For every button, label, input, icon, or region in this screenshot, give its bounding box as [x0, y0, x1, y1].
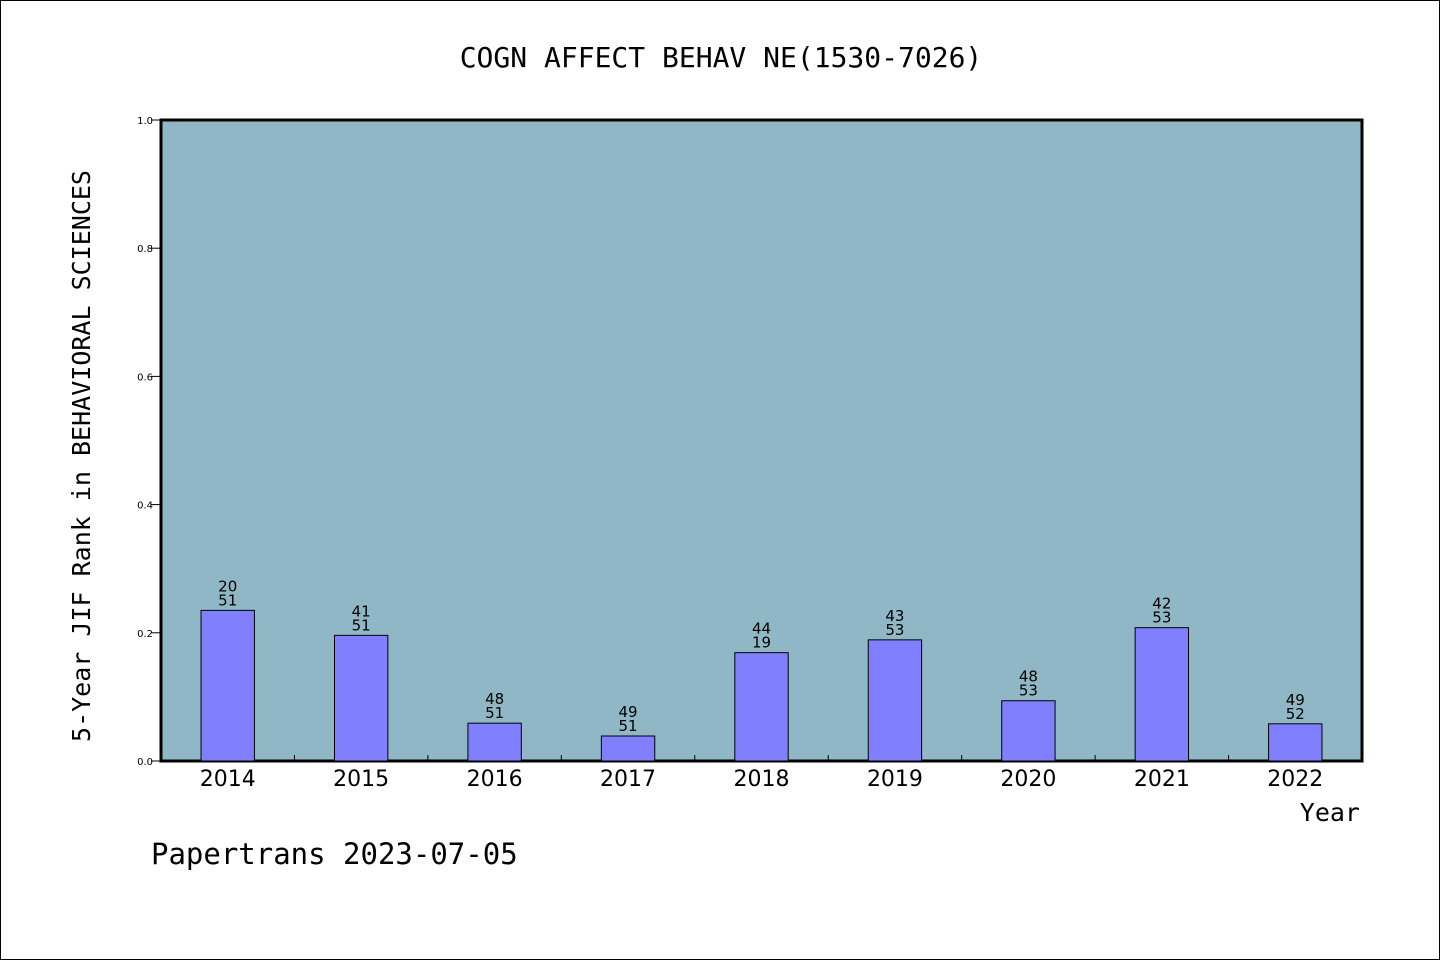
footer-text: Papertrans 2023-07-05 [151, 837, 518, 871]
bar-label-total: 53 [1019, 682, 1038, 700]
bar-2018 [734, 652, 789, 762]
x-axis-label: Year [1300, 798, 1360, 827]
x-tick-label: 2016 [467, 767, 523, 792]
y-tick-label: 0.6 [137, 372, 153, 383]
x-tick-label: 2019 [867, 767, 923, 792]
bar-label-total: 53 [885, 621, 904, 639]
bar-label-total: 52 [1286, 705, 1305, 723]
bar-label-rank: 48 [485, 690, 504, 708]
x-tick-label: 2015 [333, 767, 389, 792]
chart-title: COGN AFFECT BEHAV NE(1530-7026) [460, 41, 983, 74]
x-tick-label: 2020 [1000, 767, 1056, 792]
y-tick-label: 0.4 [137, 501, 153, 512]
bar-label-rank: 43 [885, 607, 904, 625]
x-axis-ticks: 2014 2015 2016 2017 2018 2019 2020 2021 2022 [200, 755, 1323, 792]
bar-label-total: 51 [218, 591, 237, 609]
bar-2019 [867, 639, 923, 762]
bar-label-total: 19 [752, 634, 771, 652]
y-tick-label: 0.2 [137, 629, 153, 640]
bar-label-rank: 42 [1152, 595, 1171, 613]
bar-label-total: 51 [619, 717, 638, 735]
bar-label-total: 51 [485, 704, 504, 722]
y-tick-label: 0.8 [137, 244, 153, 255]
bar-2020 [1001, 700, 1056, 762]
bar-label-total: 53 [1152, 609, 1171, 627]
bar-label-rank: 49 [1286, 691, 1305, 709]
x-tick-label: 2018 [734, 767, 790, 792]
bar-label-rank: 48 [1019, 668, 1038, 686]
bar-label-total: 51 [352, 616, 371, 634]
bar-label-rank: 44 [752, 620, 771, 638]
x-tick-label: 2022 [1267, 767, 1323, 792]
bars [200, 609, 1323, 762]
bar-2021 [1134, 627, 1190, 762]
bar-2017 [600, 735, 656, 762]
bar-label-rank: 49 [619, 703, 638, 721]
bar-2014 [200, 609, 255, 762]
y-axis-ticks: 0.0 0.2 0.4 0.6 0.8 1.0 [137, 116, 161, 768]
bar-2016 [467, 722, 522, 762]
bar-2015 [333, 634, 389, 762]
x-tick-label: 2014 [200, 767, 256, 792]
y-tick-label: 1.0 [137, 116, 153, 127]
y-tick-label: 0.0 [137, 757, 153, 768]
y-axis-label: 5-Year JIF Rank in BEHAVIORAL SCIENCES [67, 170, 96, 742]
x-tick-label: 2021 [1134, 767, 1190, 792]
x-tick-label: 2017 [600, 767, 656, 792]
bar-label-rank: 41 [352, 602, 371, 620]
bar-2022 [1268, 723, 1323, 762]
bar-label-rank: 20 [218, 577, 237, 595]
